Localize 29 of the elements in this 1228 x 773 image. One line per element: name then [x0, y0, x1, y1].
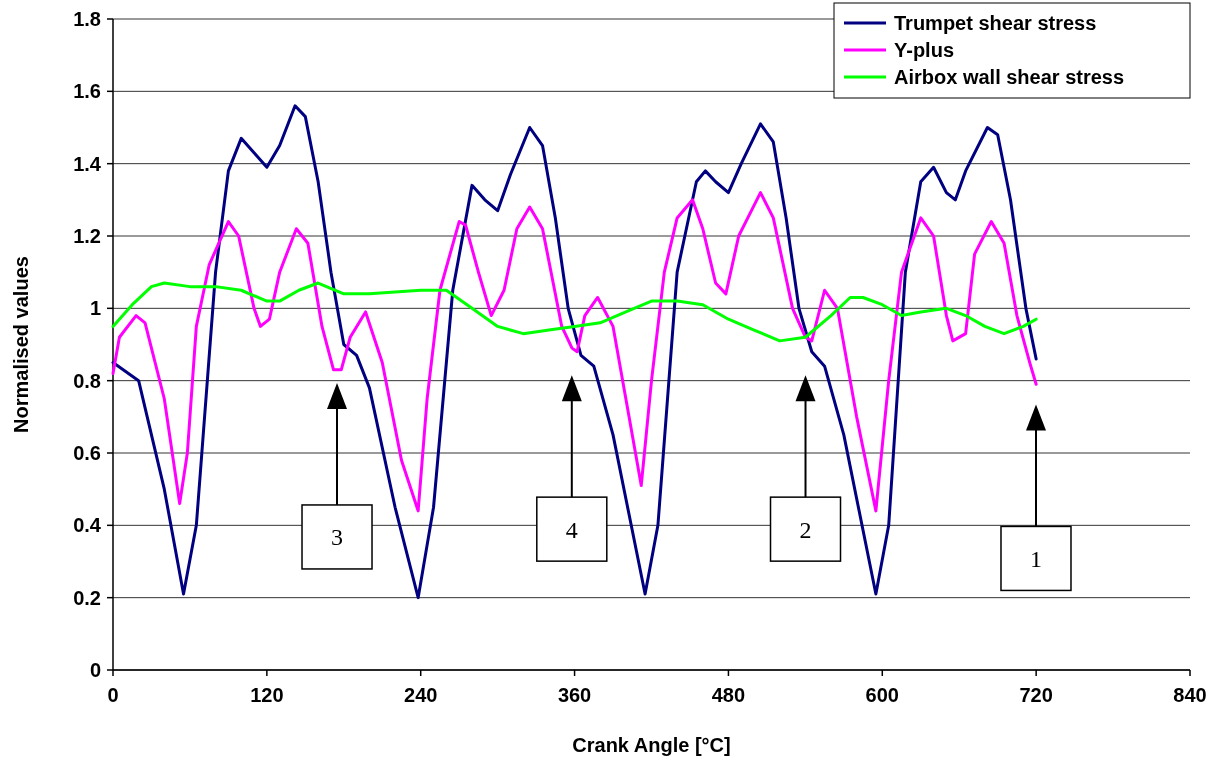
y-tick-label: 0.2 — [73, 586, 101, 609]
x-tick-label: 0 — [107, 684, 119, 706]
y-tick-label: 1.2 — [73, 225, 101, 247]
y-tick-label: 0.4 — [73, 514, 102, 537]
x-tick-label: 240 — [404, 684, 438, 706]
x-tick-label: 720 — [1019, 684, 1053, 706]
y-tick-label: 0.8 — [73, 369, 101, 392]
y-tick-label: 1.6 — [73, 80, 101, 103]
x-tick-label: 480 — [711, 684, 746, 706]
y-tick-label: 0 — [89, 659, 101, 681]
x-tick-label: 600 — [865, 684, 899, 706]
y-tick-label: 1.8 — [73, 8, 101, 30]
y-axis-title: Normalised values — [10, 256, 32, 433]
x-axis-title: Crank Angle [°C] — [572, 734, 731, 756]
legend-label: Y-plus — [894, 39, 955, 61]
annotation: 2 — [799, 516, 812, 543]
y-tick-label: 1.4 — [73, 152, 102, 175]
line-series — [111, 191, 1038, 513]
y-tick-label: 1 — [89, 297, 101, 320]
x-tick-label: 840 — [1173, 684, 1207, 706]
annotation: 4 — [565, 516, 578, 543]
legend-label: Airbox wall shear stress — [894, 66, 1125, 88]
annotation: 3 — [331, 524, 344, 551]
y-tick-label: 0.6 — [73, 442, 101, 464]
legend-label: Trumpet shear stress — [894, 12, 1097, 34]
line-series — [111, 281, 1038, 343]
x-tick-label: 120 — [250, 684, 284, 706]
x-tick-label: 360 — [557, 684, 592, 706]
annotation: 1 — [1029, 545, 1042, 572]
